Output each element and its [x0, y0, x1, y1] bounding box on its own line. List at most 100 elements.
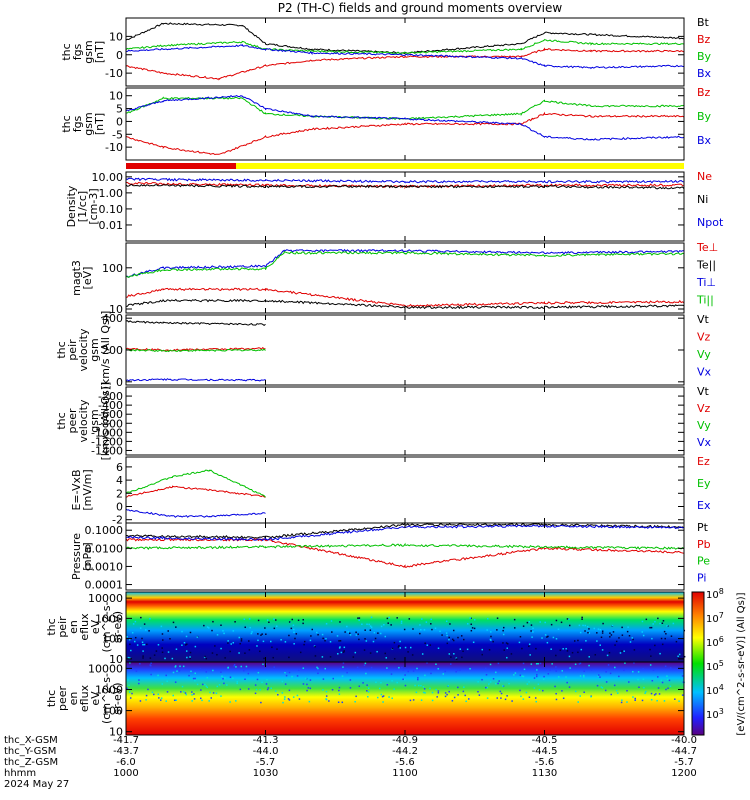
- spectrogram-pixel: [223, 682, 225, 685]
- spectrogram-pixel: [275, 619, 277, 621]
- spectrogram-pixel: [672, 622, 675, 625]
- spectrogram-pixel: [139, 662, 141, 665]
- ytick-label: 10000: [88, 662, 123, 675]
- spectrogram-pixel: [584, 630, 586, 632]
- spectrogram-pixel: [222, 678, 224, 680]
- spectrogram-pixel: [610, 693, 612, 696]
- panel-density: 0.01 0.10 1.00 10.00 Density[1/cc][cm-3] Ne Ni…: [65, 170, 724, 242]
- spectrogram-pixel: [175, 648, 178, 650]
- spectrogram-pixel: [631, 637, 634, 639]
- spectrogram-pixel: [280, 639, 282, 641]
- spectrogram-pixel: [628, 681, 630, 683]
- spectrogram-pixel: [164, 657, 166, 660]
- spectrogram-pixel: [145, 629, 147, 631]
- spectrogram-pixel: [653, 694, 656, 696]
- spectrogram-pixel: [532, 627, 534, 630]
- spectrogram-pixel: [594, 654, 597, 656]
- spectrogram-pixel: [400, 622, 403, 624]
- spectrogram-pixel: [398, 644, 400, 647]
- spectrogram-pixel: [370, 626, 373, 629]
- spectrogram-pixel: [401, 666, 403, 669]
- spectrogram-pixel: [486, 629, 488, 631]
- spectrogram-pixel: [185, 693, 187, 696]
- ytick-label: 0.10: [99, 203, 124, 216]
- spectrogram-pixel: [659, 622, 661, 625]
- spectrogram-pixel: [201, 699, 203, 702]
- spectrogram-pixel: [342, 651, 345, 653]
- spectrogram-pixel: [590, 695, 592, 698]
- spectrogram-pixel: [338, 686, 341, 689]
- xaxis-row-label: hhmm: [4, 768, 36, 779]
- spectrogram-pixel: [317, 672, 319, 675]
- spectrogram-pixel: [143, 643, 146, 646]
- spectrogram-pixel: [257, 619, 260, 622]
- series-vt: [125, 320, 266, 327]
- colorbar: 108 107 106 105 104 103: [691, 587, 724, 736]
- spectrogram-pixel: [374, 637, 377, 640]
- plot-title: P2 (TH-C) fields and ground moments over…: [277, 1, 563, 15]
- spectrogram-pixel: [369, 629, 372, 631]
- spectrogram-pixel: [309, 687, 312, 690]
- spectrogram-pixel: [142, 657, 144, 659]
- spectrogram-pixel: [166, 691, 169, 693]
- colorbar-bar: [691, 591, 705, 736]
- spectrogram-pixel: [398, 666, 400, 669]
- spectrogram-pixel: [544, 634, 547, 636]
- spectrogram-pixel: [212, 692, 215, 694]
- spectrogram-pixel: [584, 624, 586, 627]
- spectrogram-pixel: [173, 699, 176, 702]
- spectrogram-pixel: [189, 651, 192, 654]
- spectrogram-pixel: [535, 700, 538, 703]
- spectrogram-pixel: [423, 629, 426, 631]
- spectrogram-pixel: [240, 665, 243, 668]
- spectrogram-pixel: [342, 662, 345, 664]
- spectrogram-pixel: [562, 648, 564, 650]
- spectrogram-pixel: [472, 641, 475, 644]
- legend-npot: Npot: [697, 216, 724, 229]
- spectrogram-pixel: [204, 683, 206, 686]
- spectrogram-pixel: [357, 617, 359, 619]
- spectrogram-pixel: [442, 673, 445, 675]
- spectrogram-pixel: [145, 694, 148, 697]
- spectrogram-pixel: [165, 674, 167, 677]
- spectrogram-pixel: [138, 679, 140, 681]
- spectrogram-pixel: [560, 621, 563, 624]
- spectrogram-pixel: [178, 670, 181, 672]
- spectrogram-pixel: [193, 693, 195, 695]
- legend-te-: Te||: [696, 259, 716, 272]
- spectrogram-pixel: [361, 623, 363, 625]
- spectrogram-pixel: [593, 627, 596, 630]
- spectrogram-pixel: [626, 630, 629, 633]
- spectrogram-pixel: [365, 672, 367, 675]
- spectrogram-pixel: [444, 692, 447, 694]
- spectrogram-pixel: [523, 668, 526, 671]
- spectrogram-pixel: [208, 700, 210, 702]
- spectrogram-pixel: [200, 689, 202, 691]
- spectrogram-pixel: [366, 684, 368, 686]
- spectrogram-pixel: [638, 686, 640, 689]
- ylabel-line: en: [67, 692, 80, 706]
- spectrogram-pixel: [473, 618, 476, 621]
- spectrogram-pixel: [518, 641, 521, 644]
- spectrogram-pixel: [569, 667, 571, 669]
- spectrogram-pixel: [338, 689, 340, 692]
- spectrogram-pixel: [566, 618, 569, 620]
- spectrogram-pixel: [626, 701, 628, 703]
- spectrogram-pixel: [180, 691, 182, 693]
- legend-ey: Ey: [697, 477, 711, 490]
- xaxis-row-value: 1200: [671, 768, 696, 779]
- spectrogram-pixel: [169, 638, 171, 640]
- spectrogram-pixel: [650, 626, 653, 629]
- spectrogram-pixel: [134, 636, 137, 639]
- spectrogram-pixel: [683, 655, 686, 658]
- spectrogram-pixel: [243, 618, 246, 621]
- spectrogram-pixel: [265, 633, 267, 635]
- spectrogram-pixel: [495, 671, 497, 674]
- spectrogram-pixel: [191, 691, 193, 693]
- spectrogram-pixel: [601, 632, 604, 634]
- series-bz: [125, 111, 685, 156]
- spectrogram-pixel: [665, 688, 667, 691]
- spectrogram-pixel: [416, 667, 418, 670]
